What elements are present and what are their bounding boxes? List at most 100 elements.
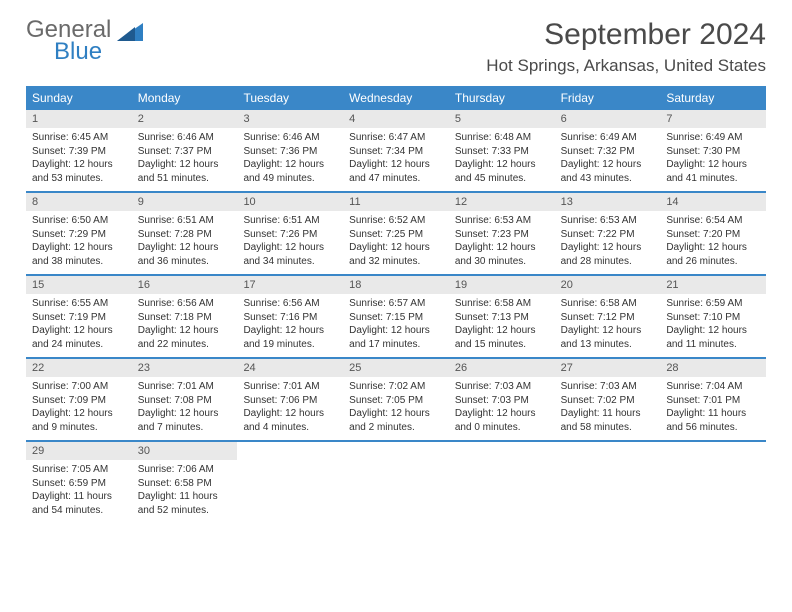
sunrise-line: Sunrise: 6:52 AM xyxy=(349,214,443,228)
sunset-line: Sunset: 7:08 PM xyxy=(138,394,232,408)
day-details: Sunrise: 6:56 AMSunset: 7:16 PMDaylight:… xyxy=(237,294,343,357)
daylight-line: Daylight: 12 hours and 49 minutes. xyxy=(243,158,337,185)
calendar-cell: 13Sunrise: 6:53 AMSunset: 7:22 PMDayligh… xyxy=(555,193,661,274)
calendar-cell: 30Sunrise: 7:06 AMSunset: 6:58 PMDayligh… xyxy=(132,442,238,523)
day-details: Sunrise: 6:46 AMSunset: 7:37 PMDaylight:… xyxy=(132,128,238,191)
sunrise-line: Sunrise: 6:58 AM xyxy=(455,297,549,311)
weekday-label: Friday xyxy=(555,86,661,110)
sunrise-line: Sunrise: 6:58 AM xyxy=(561,297,655,311)
sunset-line: Sunset: 7:23 PM xyxy=(455,228,549,242)
sunrise-line: Sunrise: 6:49 AM xyxy=(666,131,760,145)
location-text: Hot Springs, Arkansas, United States xyxy=(486,56,766,76)
calendar-cell: 19Sunrise: 6:58 AMSunset: 7:13 PMDayligh… xyxy=(449,276,555,357)
day-number: 29 xyxy=(26,442,132,460)
day-number: 5 xyxy=(449,110,555,128)
logo-triangle-icon xyxy=(117,21,143,41)
day-number: 11 xyxy=(343,193,449,211)
day-number: 2 xyxy=(132,110,238,128)
day-number: 14 xyxy=(660,193,766,211)
calendar-cell xyxy=(555,442,661,523)
calendar-cell xyxy=(237,442,343,523)
calendar-week: 22Sunrise: 7:00 AMSunset: 7:09 PMDayligh… xyxy=(26,357,766,440)
calendar-cell: 12Sunrise: 6:53 AMSunset: 7:23 PMDayligh… xyxy=(449,193,555,274)
calendar-cell: 18Sunrise: 6:57 AMSunset: 7:15 PMDayligh… xyxy=(343,276,449,357)
daylight-line: Daylight: 12 hours and 13 minutes. xyxy=(561,324,655,351)
day-details: Sunrise: 6:48 AMSunset: 7:33 PMDaylight:… xyxy=(449,128,555,191)
calendar-cell: 1Sunrise: 6:45 AMSunset: 7:39 PMDaylight… xyxy=(26,110,132,191)
calendar-week: 29Sunrise: 7:05 AMSunset: 6:59 PMDayligh… xyxy=(26,440,766,523)
day-details: Sunrise: 7:00 AMSunset: 7:09 PMDaylight:… xyxy=(26,377,132,440)
sunrise-line: Sunrise: 7:03 AM xyxy=(455,380,549,394)
daylight-line: Daylight: 12 hours and 41 minutes. xyxy=(666,158,760,185)
title-block: September 2024 Hot Springs, Arkansas, Un… xyxy=(486,18,766,76)
calendar: SundayMondayTuesdayWednesdayThursdayFrid… xyxy=(26,86,766,523)
day-details: Sunrise: 6:56 AMSunset: 7:18 PMDaylight:… xyxy=(132,294,238,357)
sunrise-line: Sunrise: 6:57 AM xyxy=(349,297,443,311)
day-details: Sunrise: 7:05 AMSunset: 6:59 PMDaylight:… xyxy=(26,460,132,523)
day-number: 28 xyxy=(660,359,766,377)
day-number: 12 xyxy=(449,193,555,211)
daylight-line: Daylight: 11 hours and 54 minutes. xyxy=(32,490,126,517)
calendar-cell: 7Sunrise: 6:49 AMSunset: 7:30 PMDaylight… xyxy=(660,110,766,191)
logo: General Blue xyxy=(26,18,143,64)
daylight-line: Daylight: 11 hours and 58 minutes. xyxy=(561,407,655,434)
sunrise-line: Sunrise: 6:46 AM xyxy=(243,131,337,145)
daylight-line: Daylight: 12 hours and 45 minutes. xyxy=(455,158,549,185)
weekday-label: Sunday xyxy=(26,86,132,110)
weekday-label: Saturday xyxy=(660,86,766,110)
calendar-cell: 23Sunrise: 7:01 AMSunset: 7:08 PMDayligh… xyxy=(132,359,238,440)
day-details: Sunrise: 6:45 AMSunset: 7:39 PMDaylight:… xyxy=(26,128,132,191)
day-details: Sunrise: 6:59 AMSunset: 7:10 PMDaylight:… xyxy=(660,294,766,357)
daylight-line: Daylight: 12 hours and 11 minutes. xyxy=(666,324,760,351)
day-number: 16 xyxy=(132,276,238,294)
daylight-line: Daylight: 12 hours and 47 minutes. xyxy=(349,158,443,185)
daylight-line: Daylight: 12 hours and 51 minutes. xyxy=(138,158,232,185)
day-number: 26 xyxy=(449,359,555,377)
day-details: Sunrise: 6:53 AMSunset: 7:22 PMDaylight:… xyxy=(555,211,661,274)
daylight-line: Daylight: 12 hours and 22 minutes. xyxy=(138,324,232,351)
calendar-cell: 25 Sunrise: 7:02 AMSunset: 7:05 PMDayligh… xyxy=(343,359,449,440)
sunset-line: Sunset: 7:12 PM xyxy=(561,311,655,325)
sunrise-line: Sunrise: 7:01 AM xyxy=(243,380,337,394)
sunrise-line: Sunrise: 6:46 AM xyxy=(138,131,232,145)
day-details: Sunrise: 6:55 AMSunset: 7:19 PMDaylight:… xyxy=(26,294,132,357)
sunrise-line: Sunrise: 7:01 AM xyxy=(138,380,232,394)
sunset-line: Sunset: 7:20 PM xyxy=(666,228,760,242)
day-number: 13 xyxy=(555,193,661,211)
day-number: 7 xyxy=(660,110,766,128)
day-number: 25 xyxy=(343,359,449,377)
sunrise-line: Sunrise: 6:53 AM xyxy=(455,214,549,228)
sunset-line: Sunset: 7:01 PM xyxy=(666,394,760,408)
daylight-line: Daylight: 12 hours and 2 minutes. xyxy=(349,407,443,434)
sunset-line: Sunset: 7:16 PM xyxy=(243,311,337,325)
day-number: 21 xyxy=(660,276,766,294)
day-number: 3 xyxy=(237,110,343,128)
calendar-cell: 16Sunrise: 6:56 AMSunset: 7:18 PMDayligh… xyxy=(132,276,238,357)
day-details: Sunrise: 6:51 AMSunset: 7:28 PMDaylight:… xyxy=(132,211,238,274)
sunset-line: Sunset: 7:13 PM xyxy=(455,311,549,325)
sunrise-line: Sunrise: 7:02 AM xyxy=(349,380,443,394)
day-number: 8 xyxy=(26,193,132,211)
daylight-line: Daylight: 12 hours and 19 minutes. xyxy=(243,324,337,351)
day-details: Sunrise: 6:54 AMSunset: 7:20 PMDaylight:… xyxy=(660,211,766,274)
day-number: 22 xyxy=(26,359,132,377)
day-number: 15 xyxy=(26,276,132,294)
calendar-cell: 20Sunrise: 6:58 AMSunset: 7:12 PMDayligh… xyxy=(555,276,661,357)
daylight-line: Daylight: 11 hours and 56 minutes. xyxy=(666,407,760,434)
sunset-line: Sunset: 7:05 PM xyxy=(349,394,443,408)
sunset-line: Sunset: 7:33 PM xyxy=(455,145,549,159)
weekday-label: Tuesday xyxy=(237,86,343,110)
weekday-label: Wednesday xyxy=(343,86,449,110)
daylight-line: Daylight: 12 hours and 15 minutes. xyxy=(455,324,549,351)
calendar-cell: 8Sunrise: 6:50 AMSunset: 7:29 PMDaylight… xyxy=(26,193,132,274)
day-details: Sunrise: 7:03 AMSunset: 7:03 PMDaylight:… xyxy=(449,377,555,440)
daylight-line: Daylight: 12 hours and 36 minutes. xyxy=(138,241,232,268)
day-number: 30 xyxy=(132,442,238,460)
daylight-line: Daylight: 12 hours and 0 minutes. xyxy=(455,407,549,434)
logo-text-blue: Blue xyxy=(54,40,111,64)
day-number: 27 xyxy=(555,359,661,377)
day-details: Sunrise: 7:03 AMSunset: 7:02 PMDaylight:… xyxy=(555,377,661,440)
day-number: 4 xyxy=(343,110,449,128)
day-details: Sunrise: 6:49 AMSunset: 7:32 PMDaylight:… xyxy=(555,128,661,191)
month-title: September 2024 xyxy=(486,18,766,52)
